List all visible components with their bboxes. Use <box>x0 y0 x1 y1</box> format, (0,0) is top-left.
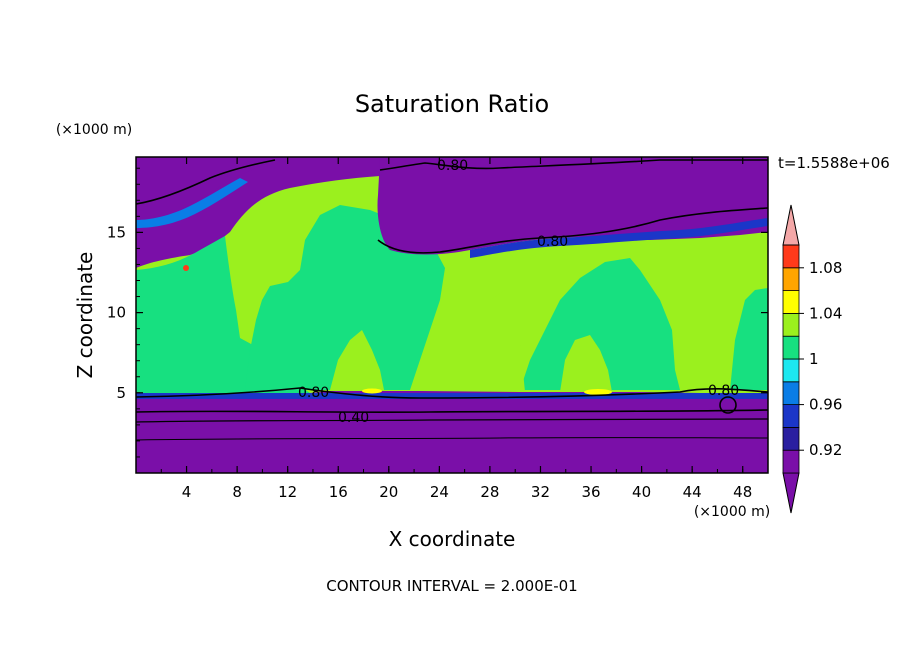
field-green-plume-1 <box>330 330 384 390</box>
contour-label-4: 0.80 <box>708 383 739 399</box>
contour-label-2: 0.80 <box>537 234 568 250</box>
x-tick-label: 8 <box>232 483 242 501</box>
field-dry-lower <box>136 391 768 473</box>
contour-line-upper <box>379 159 768 171</box>
x-tick-label: 48 <box>733 483 752 501</box>
colorbar-segment <box>782 449 800 474</box>
contour-line-lower-1 <box>135 387 769 399</box>
field-green-plume-2 <box>455 290 525 392</box>
y-tick-label: 15 <box>107 223 126 241</box>
colorbar-tick-label: 1.08 <box>809 259 842 277</box>
contour-line-lower-2 <box>135 409 769 414</box>
y-axis-title: Z coordinate <box>73 252 97 379</box>
y-tick-label: 5 <box>116 384 126 402</box>
x-tick-label: 40 <box>632 483 651 501</box>
contour-line-upper-3 <box>135 159 276 205</box>
colorbar-tick-label: 0.96 <box>809 396 842 414</box>
plot-frame <box>135 156 769 474</box>
colorbar-segment <box>782 404 800 428</box>
x-tick-label: 20 <box>379 483 398 501</box>
x-tick-label: 16 <box>329 483 348 501</box>
contour-line-lower-3 <box>135 418 769 423</box>
colorbar-segment <box>782 381 800 405</box>
x-unit-label: (×1000 m) <box>694 504 770 520</box>
field-yellow-spot-1 <box>584 389 612 395</box>
y-tick-label: 10 <box>107 304 126 322</box>
x-tick-label: 28 <box>480 483 499 501</box>
colorbar-segment <box>782 244 800 269</box>
field-turquoise-right-edge <box>730 288 768 390</box>
colorbar-tick-label: 0.92 <box>809 441 842 459</box>
field-dry-upper-left <box>136 157 280 220</box>
x-tick-label: 32 <box>531 483 550 501</box>
plot-area: 0.80 0.80 0.80 0.80 0.40 <box>135 156 769 474</box>
y-axis: 5 10 15 <box>107 167 768 458</box>
contour-loop <box>719 396 737 414</box>
contour-line-lower-4 <box>135 437 769 441</box>
field-yellow-spot-2 <box>362 388 382 394</box>
colorbar-tick-label: 1.04 <box>809 304 842 322</box>
field-turquoise-left <box>136 236 310 393</box>
field-blue-fringe-top-left <box>136 178 248 228</box>
contour-label-5: 0.40 <box>338 410 369 426</box>
field-green-plume-3 <box>560 335 612 392</box>
x-tick-label: 36 <box>581 483 600 501</box>
colorbar: 0.92 0.96 1 1.04 1.08 <box>782 204 842 514</box>
colorbar-segment <box>782 335 800 360</box>
chart-title: Saturation Ratio <box>355 90 549 118</box>
field-blue-fringe-top-right <box>470 218 768 258</box>
x-tick-label: 44 <box>683 483 702 501</box>
contour-label-1: 0.80 <box>437 158 468 174</box>
field-dry-upper-right <box>377 157 768 255</box>
colorbar-over-arrow <box>782 204 800 246</box>
colorbar-tick-label: 1 <box>809 350 819 368</box>
contour-label-3: 0.80 <box>298 385 329 401</box>
x-axis-title: X coordinate <box>389 527 516 551</box>
colorbar-segment <box>782 358 800 383</box>
field-orange-spot <box>183 265 189 271</box>
colorbar-under-arrow <box>782 472 800 514</box>
time-label: t=1.5588e+06 <box>778 154 890 172</box>
x-axis: 4 8 12 16 20 24 28 32 36 40 44 48 <box>160 157 769 501</box>
colorbar-segment <box>782 290 800 314</box>
colorbar-segment <box>782 312 800 337</box>
field-turquoise-right <box>520 258 680 390</box>
x-tick-label: 24 <box>430 483 449 501</box>
colorbar-segment <box>782 426 800 451</box>
contour-line-upper-2 <box>377 207 769 254</box>
colorbar-segment <box>782 267 800 291</box>
x-tick-label: 12 <box>278 483 297 501</box>
contour-interval-note: CONTOUR INTERVAL = 2.000E-01 <box>326 577 577 595</box>
x-tick-label: 4 <box>182 483 192 501</box>
y-unit-label: (×1000 m) <box>56 122 132 138</box>
